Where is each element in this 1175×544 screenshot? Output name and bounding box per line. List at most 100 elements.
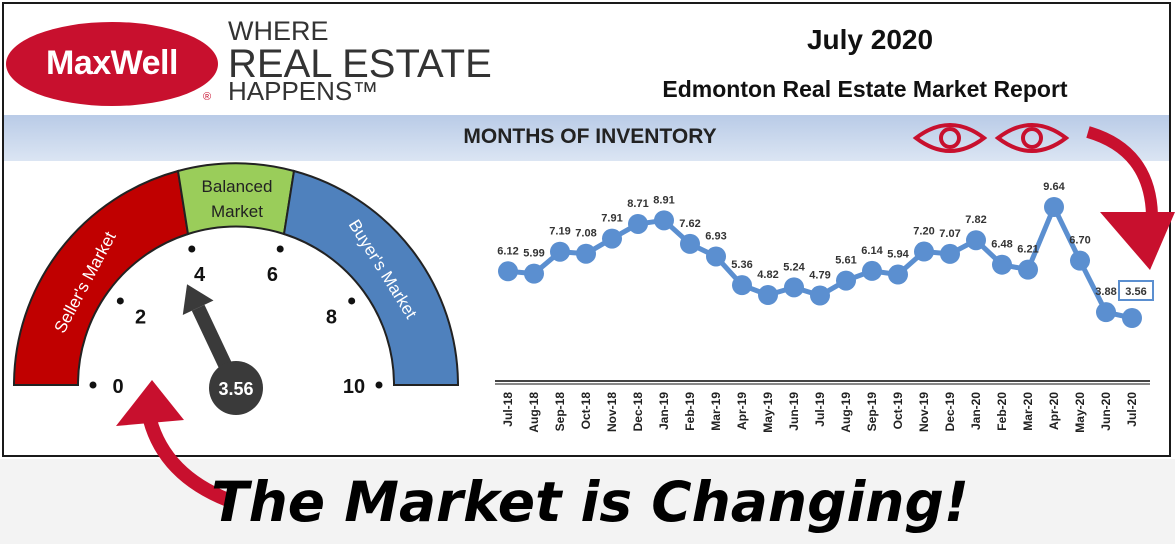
data-label: 6.21: [1017, 244, 1038, 256]
data-label: 4.79: [809, 270, 830, 282]
gauge-needle: 3.56: [182, 284, 263, 415]
balanced-zone-label-2: Market: [211, 202, 263, 221]
seller-zone: [12, 169, 190, 386]
curved-arrow-icon: [1086, 126, 1175, 270]
tagline-real-estate: REAL ESTATE: [228, 42, 492, 86]
buyer-zone: [282, 169, 460, 386]
x-tick-label: Jan-19: [657, 392, 671, 430]
data-label: 5.99: [523, 248, 544, 260]
x-tick-label: Aug-19: [839, 392, 853, 433]
data-point: [576, 243, 596, 264]
data-point: [498, 261, 518, 282]
gauge-tick-label: 4: [194, 264, 206, 286]
data-label: 3.56: [1125, 286, 1146, 298]
x-tick-label: May-19: [761, 392, 775, 433]
x-tick-label: Nov-18: [605, 392, 619, 432]
data-point: [966, 230, 986, 251]
gauge-tick-label: 8: [326, 307, 337, 329]
data-label: 8.71: [627, 198, 648, 210]
gauge-tick-label: 2: [135, 307, 146, 329]
market-gauge: Seller's Market Balanced Market Buyer's …: [12, 162, 460, 415]
data-point: [654, 210, 674, 231]
x-tick-label: Dec-18: [631, 392, 645, 432]
gauge-tick-dot: [348, 297, 356, 305]
curved-arrow-icon: [116, 380, 231, 507]
data-point: [524, 263, 544, 284]
tagline-where: WHERE: [228, 16, 329, 46]
data-point: [810, 285, 830, 306]
data-point: [706, 246, 726, 267]
gauge-tick-label: 6: [267, 264, 278, 286]
x-tick-label: Sep-18: [553, 392, 567, 432]
data-label: 6.93: [705, 230, 726, 242]
gauge-tick-dot: [375, 381, 383, 389]
data-label: 7.91: [601, 213, 622, 225]
data-label: 5.94: [887, 249, 909, 261]
data-point: [862, 260, 882, 281]
gauge-tick-dot: [276, 245, 284, 253]
data-label: 4.82: [757, 269, 778, 281]
registered-mark: ®: [203, 91, 212, 103]
gauge-tick-label: 10: [343, 376, 365, 398]
x-tick-label: Dec-19: [943, 392, 957, 432]
gauge-tick-dot: [188, 245, 196, 253]
data-point: [914, 241, 934, 262]
x-tick-label: Oct-18: [579, 392, 593, 430]
section-title: MONTHS OF INVENTORY: [463, 125, 717, 148]
data-label: 9.64: [1043, 181, 1065, 193]
x-tick-label: Oct-19: [891, 392, 905, 430]
x-tick-label: Jul-19: [813, 392, 827, 427]
data-label: 6.14: [861, 245, 883, 257]
x-tick-label: Feb-20: [995, 392, 1009, 431]
gauge-ticks: 0 2 4 6 8 10: [89, 245, 383, 398]
data-point: [732, 275, 752, 296]
inventory-chart: 6.12 Jul-18 5.99 Aug-18 7.19 Sep-18 7.08 Oct-18…: [495, 181, 1154, 433]
data-label: 7.08: [575, 228, 596, 240]
needle-hub: [209, 361, 263, 415]
slogan-area: [0, 459, 1175, 544]
data-label: 6.48: [991, 239, 1012, 251]
x-tick-label: Mar-20: [1021, 392, 1035, 431]
x-tick-label: Sep-19: [865, 392, 879, 432]
x-tick-label: Jan-20: [969, 392, 983, 430]
data-point: [940, 243, 960, 264]
x-tick-label: Mar-19: [709, 392, 723, 431]
data-label: 6.70: [1069, 235, 1090, 247]
x-tick-label: Apr-20: [1047, 392, 1061, 430]
x-tick-label: Jun-19: [787, 392, 801, 431]
data-label: 7.62: [679, 218, 700, 230]
gauge-value-label: 3.56: [218, 379, 253, 399]
x-tick-label: Apr-19: [735, 392, 749, 430]
data-point: [888, 264, 908, 285]
x-tick-label: Jul-18: [501, 392, 515, 427]
tagline-happens: HAPPENS™: [228, 76, 379, 106]
data-label: 3.88: [1095, 286, 1116, 298]
report-date: July 2020: [806, 24, 934, 55]
gauge-tick-label: 0: [112, 376, 123, 398]
data-label: 5.24: [783, 261, 805, 273]
data-label: 7.82: [965, 214, 986, 226]
section-band: [4, 115, 1169, 161]
data-point: [836, 270, 856, 291]
data-label: 5.36: [731, 259, 752, 271]
data-point: [680, 233, 700, 254]
data-label: 7.20: [913, 226, 934, 238]
data-point: [1122, 308, 1142, 328]
eye-icon: [994, 123, 1070, 153]
x-tick-label: Aug-18: [527, 392, 541, 433]
x-tick-label: Jul-20: [1125, 392, 1139, 427]
report-title: Edmonton Real Estate Market Report: [662, 76, 1068, 102]
balanced-zone: [176, 162, 296, 236]
data-point: [1018, 259, 1038, 280]
data-label: 8.91: [653, 194, 674, 206]
x-tick-label: Jun-20: [1099, 392, 1113, 431]
slogan: The Market is Changing!: [211, 470, 969, 534]
data-point: [628, 213, 648, 234]
brand-name: MaxWell: [46, 44, 178, 82]
gauge-tick-dot: [89, 381, 97, 389]
needle-head: [182, 284, 214, 316]
balanced-zone-label-1: Balanced: [202, 177, 273, 196]
x-tick-label: Nov-19: [917, 392, 931, 432]
gauge-tick-dot: [116, 297, 124, 305]
